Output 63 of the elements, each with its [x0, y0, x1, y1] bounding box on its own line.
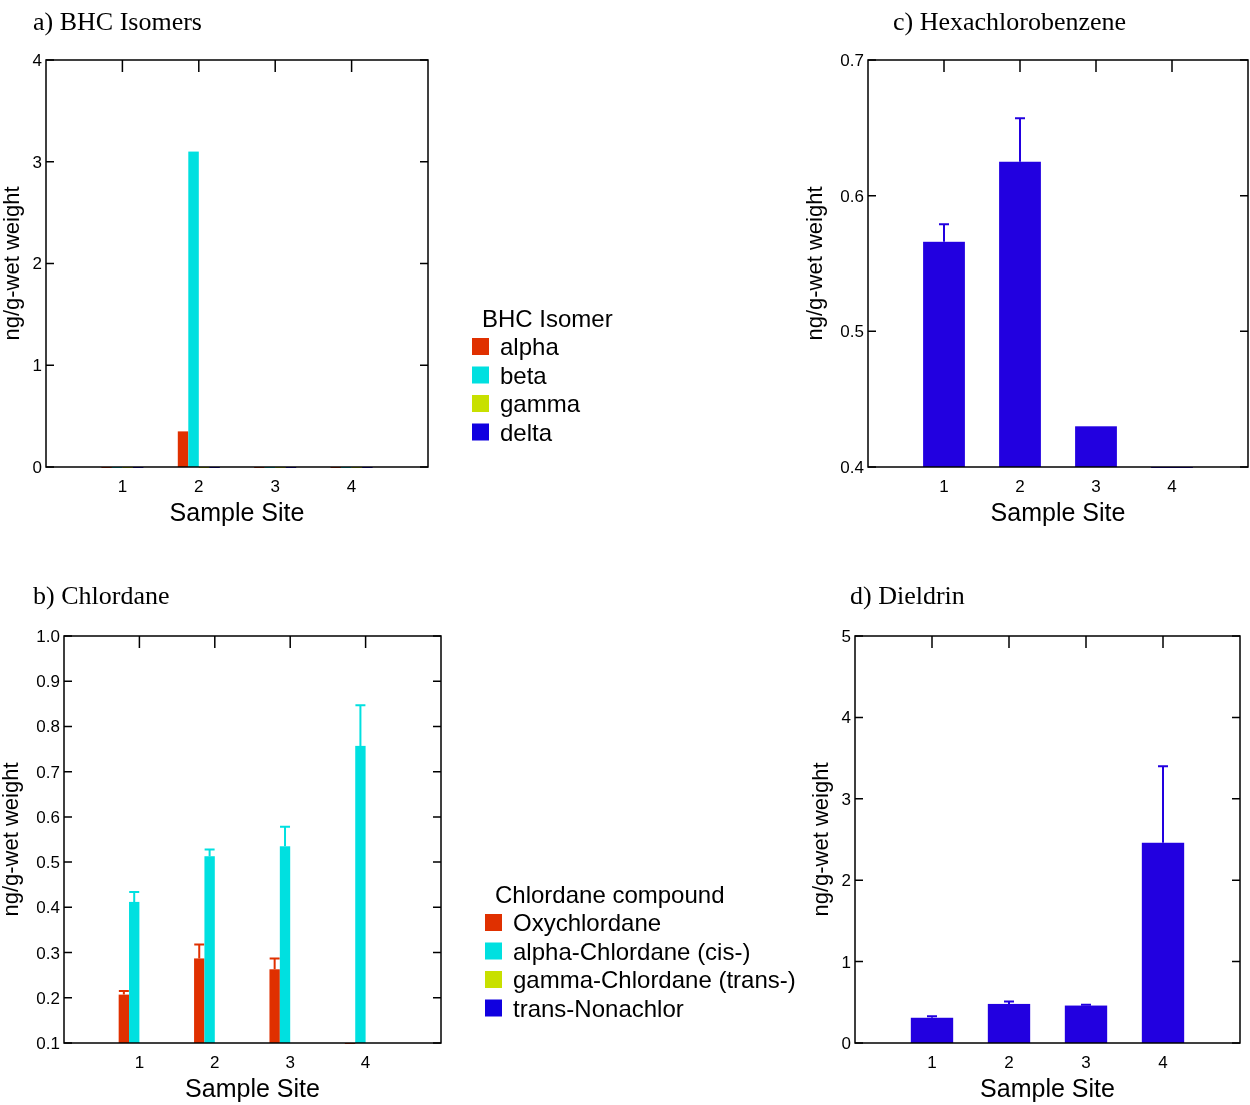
y-tick-label: 0.9 [36, 672, 60, 692]
y-tick-label: 0.6 [840, 186, 864, 206]
y-axis-title: ng/g-wet weight [807, 762, 833, 917]
x-tick-label: 2 [210, 1053, 220, 1072]
x-tick-label: 1 [117, 477, 128, 496]
x-tick-label: 2 [1015, 477, 1025, 496]
x-axis-title: Sample Site [169, 498, 305, 526]
y-axis-title: ng/g-wet weight [801, 186, 827, 341]
x-tick-label: 3 [285, 1053, 295, 1072]
y-tick-label: 0.2 [36, 988, 60, 1008]
y-tick-label: 0.1 [36, 1033, 60, 1053]
y-tick-label: 0 [32, 457, 42, 477]
y-tick-label: 2 [32, 254, 42, 274]
x-axis-title: Sample Site [990, 498, 1126, 526]
legend-label: gamma [500, 390, 581, 418]
y-tick-label: 0 [841, 1033, 851, 1053]
y-tick-label: 2 [841, 871, 851, 891]
legend-label: delta [500, 418, 553, 446]
x-tick-label: 4 [1167, 477, 1177, 496]
legend-label: Oxychlordane [513, 909, 662, 937]
y-axis-title: ng/g-wet weight [0, 186, 24, 341]
x-tick-label: 1 [134, 1053, 145, 1072]
x-tick-label: 4 [360, 1053, 371, 1072]
chart-title: d) Dieldrin [850, 581, 965, 610]
x-tick-label: 4 [1158, 1053, 1168, 1072]
y-tick-label: 0.4 [840, 457, 864, 477]
y-tick-label: 1 [841, 952, 851, 972]
y-tick-label: 0.5 [840, 322, 864, 342]
chart-title: b) Chlordane [33, 581, 170, 610]
y-tick-label: 0.7 [36, 762, 60, 782]
x-axis-title: Sample Site [980, 1074, 1115, 1102]
y-tick-label: 0.7 [840, 50, 864, 70]
y-axis-title: ng/g-wet weight [0, 762, 23, 917]
y-tick-label: 1.0 [36, 626, 60, 646]
y-tick-label: 0.6 [36, 807, 60, 827]
x-tick-label: 1 [939, 477, 949, 496]
x-tick-label: 4 [346, 477, 357, 496]
chart-title: a) BHC Isomers [33, 7, 202, 36]
y-tick-label: 0.5 [36, 853, 60, 873]
y-tick-label: 4 [32, 50, 42, 70]
legend-label: alpha [500, 333, 560, 361]
legend-label: beta [500, 361, 548, 389]
legend-label: gamma-Chlordane (trans-) [513, 966, 796, 994]
legend-title: BHC Isomer [482, 305, 613, 332]
x-tick-label: 1 [927, 1053, 937, 1072]
legend-title: Chlordane compound [495, 881, 725, 908]
y-tick-label: 3 [841, 789, 851, 809]
y-tick-label: 0.4 [36, 898, 60, 918]
chart-title: c) Hexachlorobenzene [893, 7, 1127, 36]
y-tick-label: 0.3 [36, 943, 60, 963]
y-tick-label: 5 [841, 626, 851, 646]
y-tick-label: 0.8 [36, 717, 60, 737]
y-tick-label: 1 [32, 356, 42, 376]
legend-label: trans-Nonachlor [513, 994, 684, 1022]
legend-label: alpha-Chlordane (cis-) [513, 937, 751, 965]
x-tick-label: 3 [1091, 477, 1101, 496]
x-tick-label: 2 [1004, 1053, 1014, 1072]
y-tick-label: 4 [841, 708, 851, 728]
y-tick-label: 3 [32, 152, 42, 172]
x-tick-label: 2 [194, 477, 204, 496]
x-axis-title: Sample Site [185, 1074, 320, 1102]
x-tick-label: 3 [1081, 1053, 1091, 1072]
x-tick-label: 3 [270, 477, 280, 496]
